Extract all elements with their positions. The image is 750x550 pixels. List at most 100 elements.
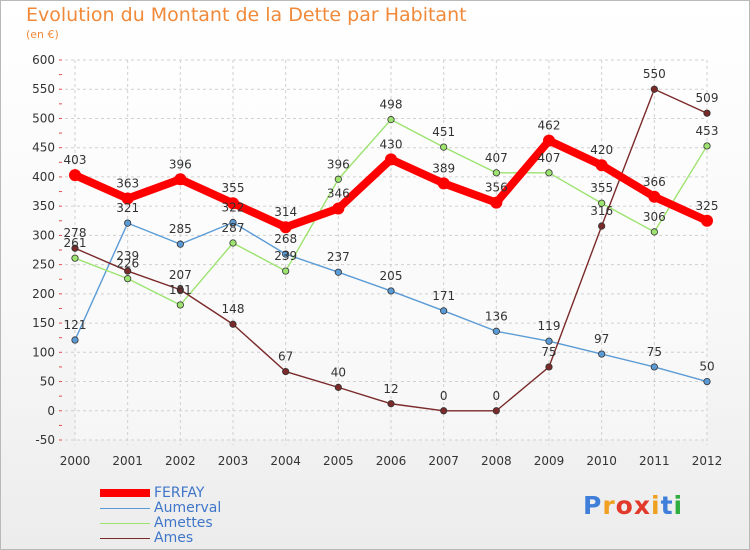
data-label: 396 [327,157,350,171]
data-point [545,169,553,177]
x-tick-label: 2001 [112,454,143,468]
data-point [492,169,500,177]
data-label: 316 [590,204,613,218]
logo-letter: P [583,491,603,520]
logo-letter: x [633,491,651,520]
y-tick-label: 200 [32,287,55,301]
data-point [332,202,345,215]
data-point [440,307,448,315]
y-tick-label: 50 [40,375,55,389]
data-point [71,254,79,262]
data-point [385,153,397,166]
data-point [598,222,606,230]
data-point [650,85,658,93]
data-point [174,173,187,186]
data-point [71,336,79,344]
data-label: 239 [116,249,139,263]
chart-subtitle: (en €) [26,28,59,41]
data-point [703,142,711,150]
data-label: 509 [696,91,719,105]
logo-letter: o [615,491,634,520]
legend-label-aumerval: Aumerval [154,500,222,516]
y-tick-label: 150 [32,316,55,330]
data-point [387,116,395,124]
data-label: 403 [64,153,87,167]
x-tick-label: 2000 [60,454,91,468]
data-point [545,337,553,345]
x-tick-label: 2006 [376,454,407,468]
data-label: 268 [274,232,297,246]
y-tick-label: 500 [32,111,55,125]
legend-swatch-ames [100,538,150,539]
data-point [437,177,450,190]
data-label: 321 [116,201,139,215]
data-point [229,320,237,328]
data-label: 237 [327,250,350,264]
legend-swatch-amettes [100,523,150,524]
legend-swatch-aumerval [100,508,150,509]
data-point [229,218,237,227]
data-point [334,175,342,183]
data-point [176,286,184,294]
data-label: 75 [541,345,556,359]
data-label: 430 [380,137,403,151]
x-tick-label: 2004 [270,454,301,468]
data-label: 0 [440,389,448,403]
data-label: 205 [380,269,403,283]
legend-label-ferfay: FERFAY [154,485,205,501]
data-point [387,287,395,295]
data-point [124,219,132,227]
data-point [648,190,661,203]
x-tick-label: 2002 [165,454,196,468]
data-point [69,169,81,182]
data-label: 356 [485,181,508,195]
data-label: 407 [485,151,508,165]
legend-swatch-ferfay [100,489,150,497]
data-point [492,407,500,415]
data-label: 171 [432,289,455,303]
x-tick-label: 2005 [323,454,354,468]
x-tick-label: 2009 [534,454,565,468]
data-point [121,192,134,205]
proxiti-logo: Proxiti [583,491,683,520]
data-point [701,214,713,227]
chart-title: Evolution du Montant de la Dette par Hab… [26,4,467,26]
x-tick-label: 2008 [481,454,512,468]
data-label: 453 [696,124,719,138]
data-point [387,400,395,408]
legend-label-amettes: Amettes [154,515,213,531]
data-label: 363 [116,177,139,191]
data-label: 50 [699,360,714,374]
logo-letter: t [660,491,674,520]
data-label: 451 [432,125,455,139]
data-point [176,240,184,248]
y-tick-label: 100 [32,345,55,359]
data-point [543,134,555,147]
data-point [227,197,239,210]
data-label: 278 [64,226,87,240]
logo-letter: i [673,491,684,520]
data-label: 239 [274,249,297,263]
data-label: 420 [590,143,613,157]
data-label: 119 [538,319,561,333]
data-label: 550 [643,67,666,81]
x-tick-label: 2010 [586,454,617,468]
x-tick-label: 2012 [692,454,723,468]
data-label: 346 [327,186,350,200]
data-label: 407 [538,151,561,165]
data-point [334,383,342,391]
data-point [282,267,290,275]
data-label: 396 [169,157,192,171]
data-label: 181 [169,283,192,297]
data-point [650,363,658,371]
data-point [545,363,553,371]
data-point [598,199,606,207]
data-point [703,377,711,386]
x-tick-label: 2007 [428,454,459,468]
data-label: 322 [222,201,245,215]
data-point [124,267,132,275]
data-point [703,109,711,117]
data-label: 462 [538,119,561,133]
data-label: 97 [594,332,609,346]
